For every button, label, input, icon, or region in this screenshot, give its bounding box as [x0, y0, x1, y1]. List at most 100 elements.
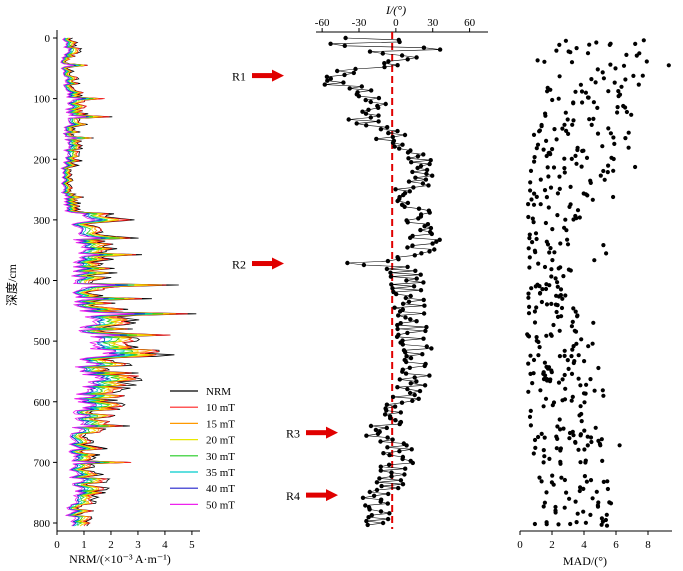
- inclination-point: [393, 187, 398, 192]
- inclination-point: [388, 416, 393, 421]
- mad-point: [588, 180, 593, 185]
- mad-point: [615, 110, 620, 115]
- mad-point: [537, 284, 542, 289]
- mad-point: [534, 194, 539, 199]
- mad-point: [590, 341, 595, 346]
- inclination-point: [385, 435, 390, 440]
- mad-point: [585, 434, 590, 439]
- mad-point: [606, 126, 611, 131]
- inclination-point: [397, 39, 402, 45]
- inclination-point: [364, 518, 369, 524]
- mad-point: [528, 168, 534, 173]
- inclination-point: [376, 113, 381, 118]
- y-axis-title: 深度/cm: [4, 263, 19, 306]
- legend-label: 35 mT: [206, 467, 235, 479]
- mad-point: [621, 63, 627, 68]
- mad-point: [585, 443, 590, 448]
- mad-point: [528, 353, 533, 358]
- inclination-point: [390, 286, 395, 291]
- mad-point: [549, 480, 555, 485]
- mad-point: [526, 202, 531, 207]
- mad-point: [602, 177, 607, 182]
- inclination-point: [390, 437, 395, 442]
- nrm-series-40-mt: [60, 37, 146, 527]
- mad-point: [534, 335, 539, 340]
- inclination-point: [381, 451, 386, 456]
- inclination-point: [374, 480, 380, 485]
- mad-point: [538, 388, 543, 393]
- inclination-point: [354, 121, 359, 126]
- inclination-point: [387, 511, 392, 516]
- mad-point: [552, 250, 557, 255]
- inclination-point: [378, 439, 383, 444]
- y-tick-label: 600: [34, 397, 51, 409]
- mad-point: [562, 477, 568, 483]
- reversal-arrow-shaft: [306, 430, 326, 436]
- inclination-point: [388, 274, 394, 279]
- mad-point: [626, 130, 631, 135]
- inclination-point: [416, 206, 422, 211]
- inclination-point: [407, 365, 412, 370]
- mad-point: [528, 188, 533, 193]
- inclination-point: [404, 359, 409, 365]
- mad-point: [574, 520, 579, 525]
- inclination-point: [415, 165, 420, 171]
- mad-point: [577, 488, 582, 494]
- mad-point: [541, 404, 546, 409]
- mad-point: [605, 170, 610, 175]
- inclination-point: [405, 264, 410, 270]
- mad-point: [541, 377, 547, 382]
- mad-point: [608, 41, 613, 46]
- inc-x-tick-label: -60: [315, 17, 330, 29]
- mad-point: [544, 138, 549, 143]
- inclination-point: [389, 282, 394, 287]
- mad-point: [558, 293, 564, 298]
- inclination-point: [405, 150, 411, 155]
- inclination-point: [368, 99, 373, 105]
- inclination-point: [369, 88, 374, 93]
- inclination-point: [405, 330, 410, 336]
- inclination-point: [416, 216, 421, 221]
- mad-point: [532, 521, 538, 527]
- inclination-point: [410, 398, 415, 403]
- mad-point: [604, 523, 610, 528]
- legend-label: 30 mT: [206, 451, 235, 463]
- mad-point: [568, 268, 573, 273]
- mad-point: [615, 105, 620, 110]
- mad-point: [636, 82, 641, 87]
- mad-point: [606, 163, 611, 168]
- mad-point: [535, 142, 541, 147]
- mad-point: [582, 400, 587, 405]
- mad-point: [549, 301, 554, 306]
- mad-point: [589, 77, 594, 82]
- inclination-point: [335, 68, 340, 74]
- mad-point: [571, 100, 576, 105]
- mad-point: [599, 522, 604, 527]
- inclination-point: [399, 53, 405, 58]
- reversal-arrow-head: [326, 489, 338, 502]
- mad-point: [588, 478, 594, 483]
- mad-point: [579, 337, 584, 342]
- mad-point: [533, 445, 538, 450]
- inclination-point: [404, 278, 409, 283]
- inclination-point: [429, 231, 434, 237]
- inclination-point: [395, 62, 400, 68]
- mad-point: [581, 509, 586, 514]
- mad-point: [569, 354, 574, 359]
- inclination-point: [376, 95, 382, 101]
- mad-point: [562, 348, 567, 353]
- mad-point: [553, 276, 558, 281]
- mad-point: [526, 361, 531, 366]
- inclination-point: [406, 156, 411, 161]
- inclination-point: [382, 61, 387, 66]
- mad-point: [584, 155, 590, 160]
- mad-point: [556, 96, 561, 101]
- mad-point: [601, 479, 606, 484]
- inclination-point: [422, 224, 427, 229]
- inclination-point: [368, 423, 374, 429]
- nrm-series-20-mt: [62, 37, 170, 527]
- mad-point: [545, 89, 550, 94]
- inclination-point: [377, 476, 382, 481]
- mad-point: [542, 500, 548, 505]
- mad-point: [527, 304, 532, 309]
